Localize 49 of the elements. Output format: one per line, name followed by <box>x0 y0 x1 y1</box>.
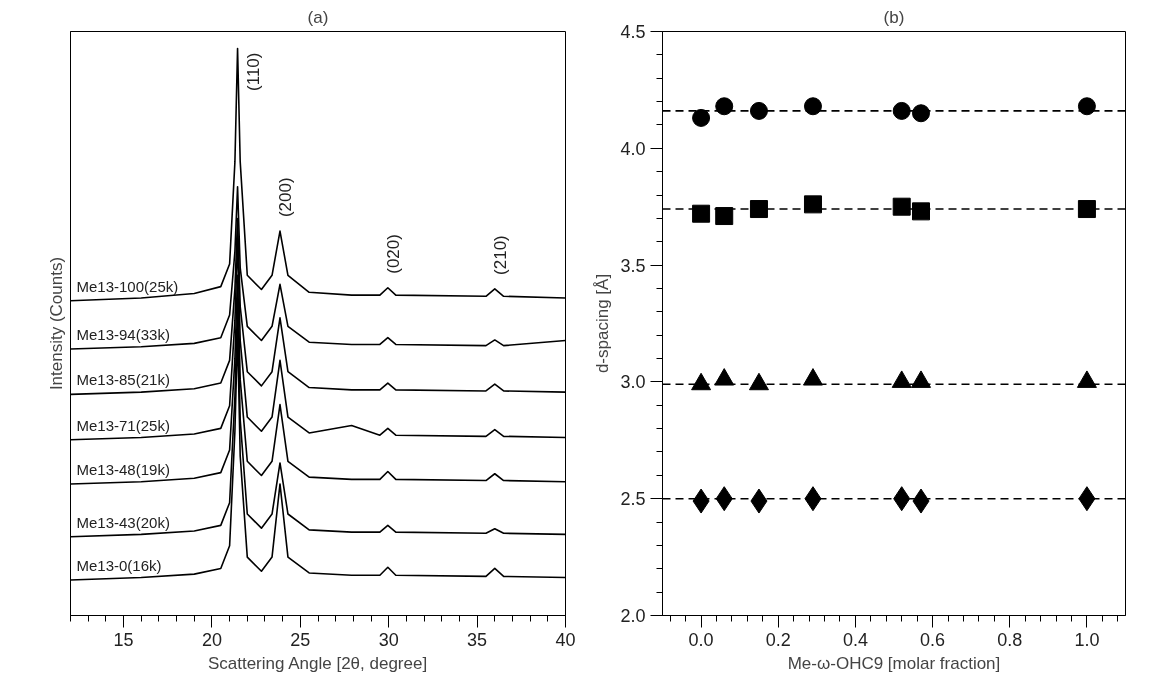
y-tick-label: 2.5 <box>620 489 646 510</box>
x-tick-label: 0.0 <box>688 629 714 650</box>
series-label: Me13-0(16k) <box>76 557 162 575</box>
point <box>892 197 911 216</box>
y-axis-title: Intensity (Counts) <box>46 256 66 391</box>
point <box>912 104 931 123</box>
x-tick-label: 1.0 <box>1074 629 1100 650</box>
x-tick-label: 40 <box>555 629 576 650</box>
chart-title: (a) <box>307 7 329 27</box>
point <box>692 108 711 127</box>
point <box>692 204 711 223</box>
series-label: Me13-85(21k) <box>76 371 170 389</box>
x-tick-label: 35 <box>467 629 488 650</box>
y-tick-label: 4.0 <box>620 138 646 159</box>
point <box>803 195 822 214</box>
series-label: Me13-48(19k) <box>76 460 170 478</box>
point <box>749 200 768 219</box>
x-tick-label: 0.8 <box>997 629 1023 650</box>
y-axis-title: d-spacing [Å] <box>593 273 613 374</box>
chart-title: (b) <box>883 7 905 27</box>
x-tick-label: 0.4 <box>842 629 868 650</box>
x-tick-label: 0.6 <box>920 629 946 650</box>
series-label: Me13-100(25k) <box>76 277 179 295</box>
y-tick-label: 4.5 <box>620 22 646 42</box>
y-tick-label: 3.5 <box>620 255 646 276</box>
series-label: Me13-71(25k) <box>76 416 170 434</box>
point <box>892 101 911 120</box>
annotation: (020) <box>384 234 404 274</box>
point <box>715 97 734 116</box>
x-tick-label: 25 <box>290 629 311 650</box>
y-tick-label: 3.0 <box>620 372 646 393</box>
annotation: (200) <box>276 177 296 218</box>
annotation: (110) <box>244 52 264 91</box>
x-tick-label: 15 <box>113 629 134 650</box>
point <box>715 207 734 226</box>
x-axis-title: Scattering Angle [2θ, degree] <box>207 653 428 673</box>
y-tick-label: 2.0 <box>620 606 646 626</box>
point <box>912 202 931 221</box>
x-tick-label: 0.2 <box>765 629 791 650</box>
series-label: Me13-94(33k) <box>76 326 170 344</box>
x-tick-label: 20 <box>201 629 222 650</box>
point <box>1077 200 1096 219</box>
point <box>803 97 822 116</box>
x-axis-title: Me-ω-OHC9 [molar fraction] <box>787 653 1001 673</box>
annotation: (210) <box>491 235 511 275</box>
x-tick-label: 30 <box>378 629 399 650</box>
point <box>749 101 768 120</box>
series-label: Me13-43(20k) <box>76 513 170 531</box>
point <box>1077 97 1096 116</box>
